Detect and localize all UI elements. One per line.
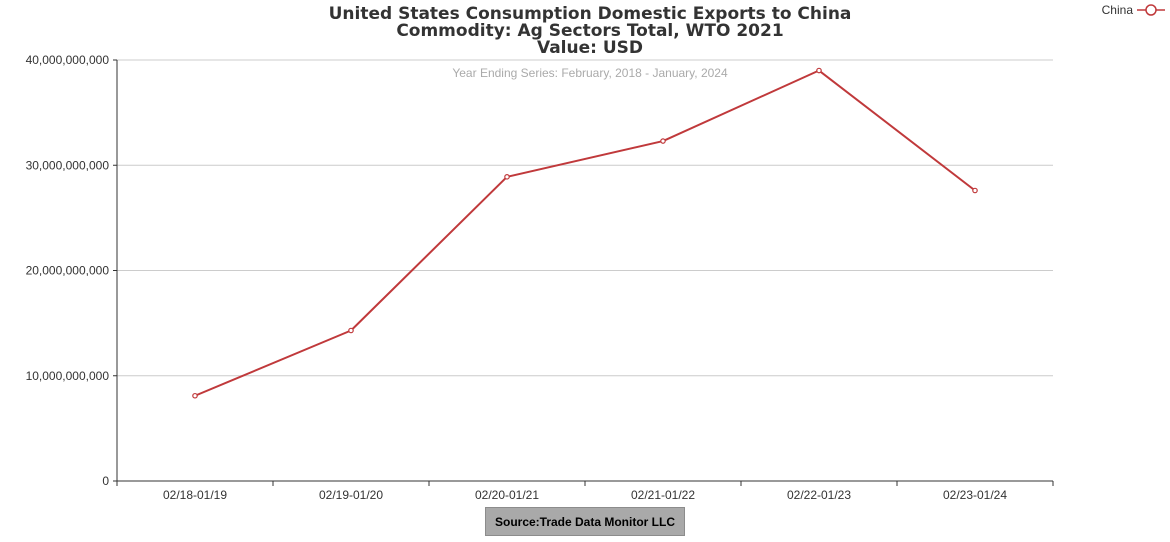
- y-tick-label: 10,000,000,000: [26, 369, 110, 383]
- data-point[interactable]: [348, 327, 354, 334]
- chart-title-line-1: United States Consumption Domestic Expor…: [329, 4, 852, 24]
- data-point[interactable]: [816, 67, 822, 74]
- x-tick-label: 02/20-01/21: [475, 488, 539, 502]
- chart-title-line-3: Value: USD: [537, 38, 643, 58]
- y-tick-label: 20,000,000,000: [26, 264, 110, 278]
- x-tick-label: 02/21-01/22: [631, 488, 695, 502]
- data-point[interactable]: [972, 187, 978, 194]
- source-label: Source:Trade Data Monitor LLC: [485, 507, 685, 536]
- data-point[interactable]: [192, 392, 198, 399]
- y-tick-label: 40,000,000,000: [26, 53, 110, 67]
- legend-label-china: China: [1102, 3, 1134, 17]
- data-point[interactable]: [504, 174, 510, 180]
- series-line: [194, 69, 976, 397]
- data-point[interactable]: [660, 138, 666, 144]
- chart-subtitle: Year Ending Series: February, 2018 - Jan…: [452, 66, 728, 80]
- chart-title-line-2: Commodity: Ag Sectors Total, WTO 2021: [396, 21, 783, 41]
- x-tick-label: 02/23-01/24: [943, 488, 1007, 502]
- legend-marker-icon: [1145, 4, 1157, 16]
- x-tick-label: 02/18-01/19: [163, 488, 227, 502]
- legend[interactable]: China: [1102, 3, 1165, 17]
- x-tick-label: 02/22-01/23: [787, 488, 851, 502]
- y-axis: 0 10,000,000,000 20,000,000,000 30,000,000,…: [26, 53, 118, 488]
- y-tick-label: 0: [102, 474, 109, 488]
- series-china: [192, 67, 978, 399]
- chart-title: United States Consumption Domestic Expor…: [329, 4, 852, 58]
- x-tick-label: 02/19-01/20: [319, 488, 383, 502]
- gridlines: [117, 59, 1053, 377]
- x-axis: 02/18-01/19 02/19-01/20 02/20-01/21 02/21-0…: [116, 480, 1054, 502]
- y-tick-label: 30,000,000,000: [26, 158, 110, 172]
